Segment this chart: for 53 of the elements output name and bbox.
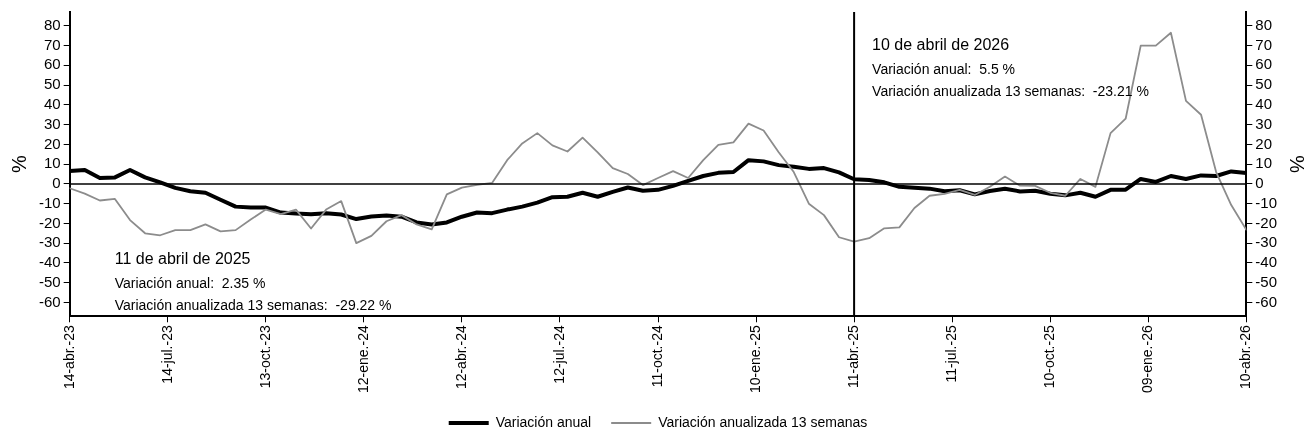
y2-tick-label: -60 [1255,292,1278,310]
y-tick-label: 10 [43,154,61,172]
y-tick-label: 60 [43,55,61,73]
x-tick-label: 11-jul.-25 [943,325,960,383]
y-tick-label: -20 [38,213,61,231]
y2-tick-label: 70 [1255,35,1273,53]
y-tick-label: -50 [38,272,61,290]
y2-tick-label: 80 [1255,15,1273,33]
annotation: Variación anualizada 13 semanas: -29.22 % [114,297,392,314]
y-tick-label: -60 [38,292,61,310]
annotation: Variación anual: 5.5 % [872,61,1016,77]
y2-tick-label: -30 [1255,233,1278,251]
y-axis-title: % [7,155,30,174]
y-tick-label: 70 [43,35,61,53]
x-tick-label: 11-abr.-25 [844,325,861,389]
y-tick-label: -30 [38,233,61,251]
y-tick-label: 50 [43,75,61,93]
x-tick-label: 12-abr.-24 [452,325,469,390]
annotation: Variación anual: 2.35 % [114,275,266,292]
y2-tick-label: 40 [1255,95,1273,113]
x-tick-label: 13-oct.-23 [256,325,273,389]
y2-tick-label: 50 [1255,75,1273,93]
annotation: 10 de abril de 2026 [872,36,1010,53]
x-tick-label: 10-ene.-25 [746,325,763,393]
legend-label: Variación anualizada 13 semanas [658,413,868,430]
x-tick-label: 11-oct.-24 [648,325,665,388]
legend-label: Variación anual [495,413,592,430]
y-tick-label: 20 [43,134,61,152]
y-tick-label: 40 [43,95,61,113]
y2-tick-label: 60 [1255,55,1273,73]
y2-tick-label: 10 [1255,154,1273,172]
y-tick-label: 0 [52,174,61,192]
y2-tick-label: 30 [1255,114,1273,132]
y2-tick-label: 0 [1255,174,1264,192]
x-tick-label: 09-ene.-26 [1139,325,1156,393]
x-tick-label: 10-abr.-26 [1237,325,1254,390]
x-tick-label: 14-jul.-23 [158,325,175,384]
x-tick-label: 14-abr.-23 [60,325,77,390]
y-tick-label: -40 [38,253,61,271]
y2-axis-title: % [1286,155,1309,174]
x-tick-label: 12-jul.-24 [550,325,567,384]
annotation: 11 de abril de 2025 [114,250,251,268]
y2-tick-label: 20 [1255,134,1273,152]
x-tick-label: 10-oct.-25 [1041,325,1058,389]
x-tick-label: 12-ene.-24 [354,325,371,393]
y2-tick-label: -40 [1255,253,1278,271]
y-tick-label: 30 [43,114,61,132]
annotation: Variación anualizada 13 semanas: -23.21 % [872,83,1149,99]
y2-tick-label: -50 [1255,272,1278,290]
y-tick-label: 80 [43,15,61,33]
y2-tick-label: -20 [1255,213,1278,231]
y2-tick-label: -10 [1255,193,1278,211]
y-tick-label: -10 [38,193,61,211]
